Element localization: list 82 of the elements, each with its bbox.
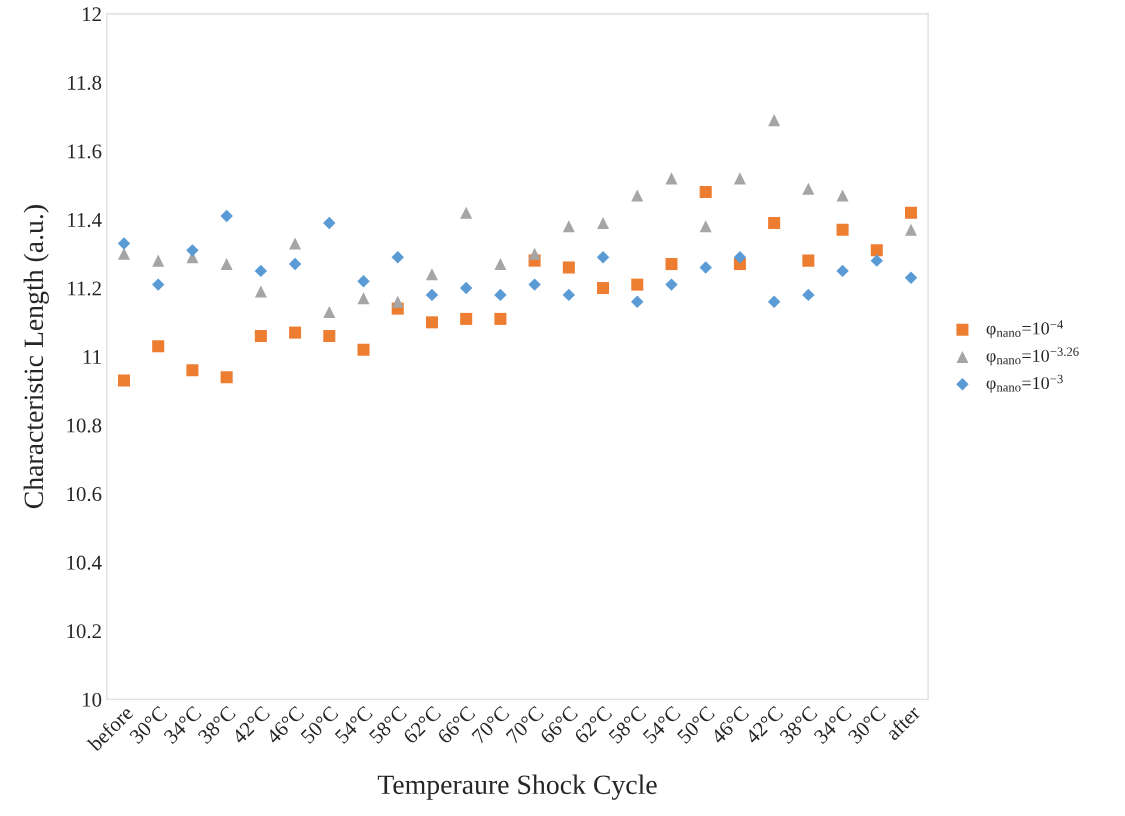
point: [254, 285, 267, 298]
point: [904, 271, 918, 284]
point: [186, 364, 199, 377]
y-tick-label: 11.8: [68, 75, 102, 90]
point: [699, 261, 712, 274]
legend-label: φ$_{nano}$=10$^{−3.26}$: [986, 347, 1079, 366]
point: [631, 295, 644, 308]
x-axis-title: Temperaure Shock Cycle: [377, 774, 657, 800]
y-tick-label: 11: [83, 350, 101, 364]
point: [870, 244, 883, 257]
y-tick-label: 10.2: [67, 624, 101, 639]
point: [186, 244, 199, 257]
point: [288, 257, 302, 271]
point: [117, 237, 131, 250]
point: [767, 295, 781, 308]
point: [699, 220, 712, 233]
y-axis-title: Characteristic Length (a.u.): [23, 205, 49, 509]
point: [254, 264, 268, 278]
legend-label: φ$_{nano}$=10$^{−4}$: [986, 320, 1064, 339]
point: [494, 288, 507, 302]
point: [357, 343, 370, 356]
point: [905, 206, 918, 219]
y-tick-label: 11.2: [68, 281, 101, 296]
point: [391, 250, 404, 264]
point: [665, 258, 678, 271]
point: [151, 278, 165, 291]
y-tick-label: 10.4: [67, 555, 102, 570]
legend-label: φ$_{nano}$=10$^{−3}$: [986, 374, 1063, 393]
point: [562, 288, 576, 302]
point: [631, 189, 644, 202]
point: [289, 237, 302, 250]
point: [357, 274, 370, 288]
point: [494, 258, 507, 271]
point: [665, 172, 678, 185]
point: [768, 114, 781, 127]
point: [323, 330, 336, 343]
point: [289, 326, 302, 339]
point: [425, 268, 438, 281]
y-tick-label: 12: [83, 7, 101, 22]
point: [460, 312, 473, 325]
point: [528, 247, 541, 260]
point: [220, 371, 233, 384]
point: [597, 216, 610, 229]
point: [323, 306, 336, 319]
point: [254, 330, 267, 343]
point: [357, 292, 370, 305]
point: [152, 254, 165, 267]
point: [905, 223, 918, 236]
point: [391, 295, 404, 308]
y-tick-label: 10.8: [67, 418, 102, 433]
point: [596, 250, 610, 264]
point: [562, 220, 575, 233]
point: [665, 278, 678, 291]
y-tick-label: 10.6: [67, 487, 102, 502]
point: [459, 281, 473, 295]
point: [425, 288, 439, 302]
y-tick-label: 11.6: [68, 144, 102, 159]
y-tick-label: 11.4: [68, 212, 102, 228]
point: [220, 209, 233, 223]
point: [802, 288, 815, 302]
point: [631, 278, 644, 291]
point: [802, 254, 815, 267]
point: [597, 282, 610, 295]
point: [699, 186, 712, 199]
point: [562, 261, 575, 274]
point: [836, 223, 849, 236]
point: [768, 216, 781, 229]
point: [836, 264, 849, 278]
point: [220, 258, 233, 271]
point: [152, 340, 165, 353]
point: [323, 216, 336, 230]
point: [425, 316, 438, 329]
point: [836, 189, 849, 202]
point: [528, 278, 541, 291]
point: [460, 206, 473, 219]
point: [733, 172, 746, 185]
y-tick-label: 10: [83, 692, 102, 707]
point: [870, 254, 884, 267]
point: [117, 374, 130, 387]
point: [802, 182, 815, 195]
point: [733, 250, 747, 264]
point: [494, 312, 507, 325]
